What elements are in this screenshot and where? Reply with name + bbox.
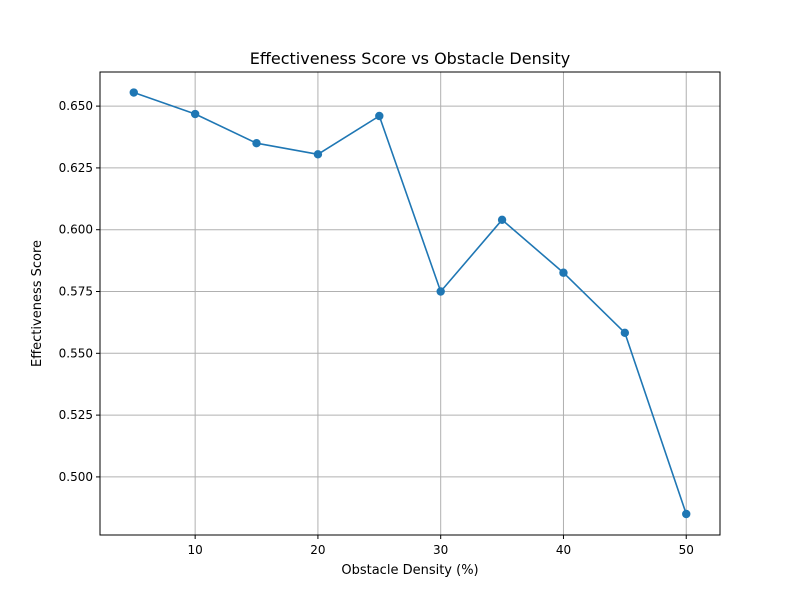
y-tick-label: 0.575 [59, 285, 93, 299]
y-tick-label: 0.600 [59, 223, 93, 237]
y-tick-label: 0.625 [59, 161, 93, 175]
data-point [682, 509, 691, 519]
data-point [313, 150, 323, 159]
y-axis-label: Effectiveness Score [30, 240, 45, 367]
y-tick-label: 0.550 [59, 346, 93, 360]
x-tick-label: 10 [188, 543, 203, 557]
data-point [559, 268, 568, 277]
y-tick-label: 0.650 [59, 99, 93, 113]
x-tick-label: 40 [556, 543, 571, 557]
plot-area [129, 88, 691, 519]
data-point [129, 88, 138, 97]
data-point [497, 215, 507, 225]
chart-title: Effectiveness Score vs Obstacle Density [250, 49, 571, 68]
data-point [620, 328, 630, 337]
data-point [190, 109, 200, 119]
data-point [252, 138, 261, 148]
axes-frame [99, 71, 721, 536]
y-tick-label: 0.525 [59, 408, 93, 422]
data-point [375, 111, 384, 121]
x-axis-label: Obstacle Density (%) [341, 563, 478, 578]
y-tick-label: 0.500 [59, 470, 93, 484]
data-point [436, 287, 445, 296]
grid [100, 72, 720, 535]
series-line [133, 91, 687, 515]
ticks: 10 20 30 40 50 0.500 0.525 0.550 0.575 0.600 0.625… [59, 99, 694, 557]
x-tick-label: 30 [433, 543, 448, 557]
x-tick-label: 20 [310, 543, 325, 557]
x-tick-label: 50 [679, 543, 694, 557]
